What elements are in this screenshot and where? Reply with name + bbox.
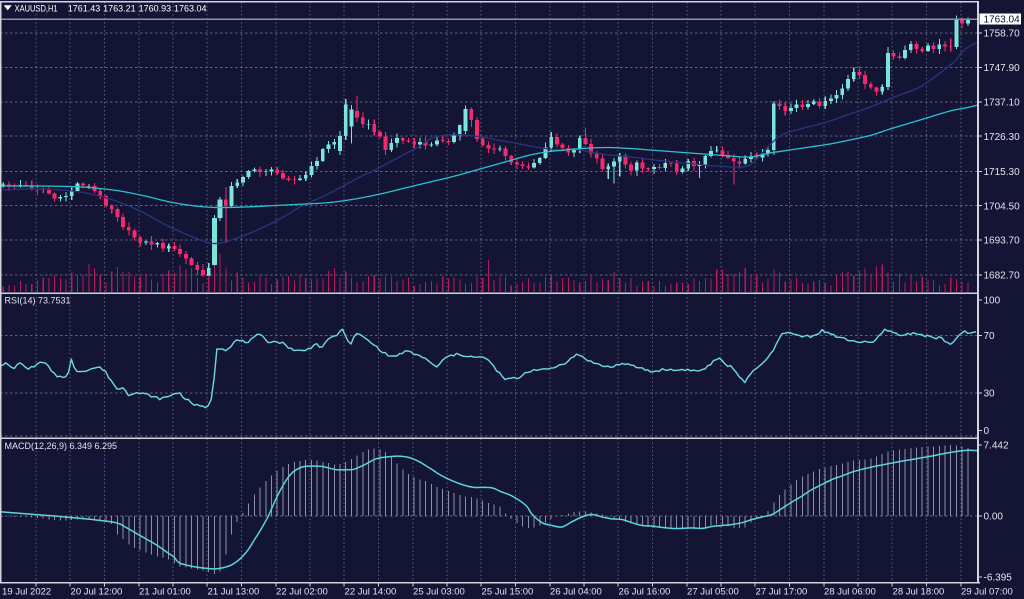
svg-text:1763.04: 1763.04 xyxy=(174,4,207,14)
svg-text:0: 0 xyxy=(984,426,990,437)
svg-text:RSI(14) 73.7531: RSI(14) 73.7531 xyxy=(5,296,71,306)
svg-text:1758.70: 1758.70 xyxy=(984,29,1021,40)
svg-text:28 Jul 06:00: 28 Jul 06:00 xyxy=(824,587,876,598)
svg-text:1763.21: 1763.21 xyxy=(103,4,136,14)
svg-text:21 Jul 13:00: 21 Jul 13:00 xyxy=(208,587,260,598)
svg-text:1693.70: 1693.70 xyxy=(984,236,1021,247)
svg-text:100: 100 xyxy=(984,296,1001,307)
svg-text:1763.04: 1763.04 xyxy=(984,15,1021,26)
svg-text:XAUUSD,H1: XAUUSD,H1 xyxy=(15,4,58,14)
svg-text:26 Jul 16:00: 26 Jul 16:00 xyxy=(619,587,671,598)
svg-text:7.442: 7.442 xyxy=(984,441,1009,452)
svg-text:1715.30: 1715.30 xyxy=(984,167,1021,178)
svg-text:1737.10: 1737.10 xyxy=(984,97,1021,108)
svg-text:20 Jul 12:00: 20 Jul 12:00 xyxy=(71,587,123,598)
svg-text:-6.395: -6.395 xyxy=(984,573,1013,584)
svg-text:21 Jul 01:00: 21 Jul 01:00 xyxy=(139,587,191,598)
svg-text:1747.90: 1747.90 xyxy=(984,63,1021,74)
svg-text:MACD(12,26,9) 6.349 6.295: MACD(12,26,9) 6.349 6.295 xyxy=(5,441,118,451)
svg-text:1726.30: 1726.30 xyxy=(984,132,1021,143)
svg-text:30: 30 xyxy=(984,389,996,400)
svg-text:27 Jul 17:00: 27 Jul 17:00 xyxy=(756,587,808,598)
svg-text:19 Jul 2022: 19 Jul 2022 xyxy=(2,587,51,598)
svg-text:0.00: 0.00 xyxy=(984,512,1004,523)
svg-text:25 Jul 03:00: 25 Jul 03:00 xyxy=(413,587,465,598)
svg-text:1704.50: 1704.50 xyxy=(984,201,1021,212)
svg-text:22 Jul 14:00: 22 Jul 14:00 xyxy=(345,587,397,598)
svg-text:27 Jul 05:00: 27 Jul 05:00 xyxy=(687,587,739,598)
svg-text:70: 70 xyxy=(984,331,996,342)
svg-text:26 Jul 04:00: 26 Jul 04:00 xyxy=(550,587,602,598)
svg-text:29 Jul 07:00: 29 Jul 07:00 xyxy=(961,587,1013,598)
svg-text:22 Jul 02:00: 22 Jul 02:00 xyxy=(276,587,328,598)
svg-text:25 Jul 15:00: 25 Jul 15:00 xyxy=(482,587,534,598)
svg-text:1760.93: 1760.93 xyxy=(139,4,172,14)
svg-text:1761.43: 1761.43 xyxy=(68,4,101,14)
svg-text:28 Jul 18:00: 28 Jul 18:00 xyxy=(893,587,945,598)
svg-text:1682.70: 1682.70 xyxy=(984,271,1021,282)
